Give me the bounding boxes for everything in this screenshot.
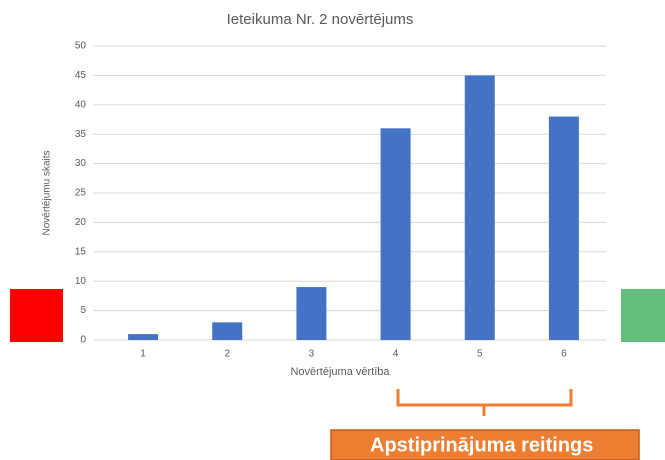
x-axis-label: Novērtējuma vērtība	[290, 366, 390, 378]
bar	[212, 322, 243, 340]
x-tick-label: 5	[477, 349, 483, 360]
y-axis-label: Novērtējumu skaits	[42, 150, 53, 235]
x-tick-label: 3	[309, 349, 315, 360]
bar	[380, 128, 411, 340]
annotation-box	[330, 429, 640, 460]
bar	[296, 287, 327, 340]
y-tick-label: 0	[80, 335, 86, 346]
annotation-group: Apstiprinājuma reitings	[370, 434, 593, 456]
bar	[464, 75, 495, 341]
y-tick-label: 45	[75, 70, 87, 81]
x-tick-label: 2	[224, 349, 230, 360]
y-tick-label: 50	[75, 41, 87, 52]
x-tick-label: 6	[561, 349, 567, 360]
bar	[128, 334, 159, 340]
y-tick-label: 20	[75, 217, 87, 228]
chart-title: Ieteikuma Nr. 2 novērtējums	[227, 11, 414, 28]
y-tick-label: 40	[75, 99, 87, 110]
annotation: Apstiprinājuma reitings	[370, 434, 593, 456]
bracket	[396, 389, 573, 416]
y-tick-label: 25	[75, 188, 87, 199]
y-tick-label: 5	[80, 305, 86, 316]
bar	[548, 116, 579, 340]
y-tick-label: 35	[75, 129, 87, 140]
x-tick-label: 4	[393, 349, 399, 360]
x-tick-label: 1	[140, 349, 146, 360]
y-tick-label: 30	[75, 158, 87, 169]
red-square	[10, 289, 63, 342]
y-tick-label: 15	[75, 246, 87, 257]
green-square	[621, 289, 665, 342]
y-tick-label: 10	[75, 276, 87, 287]
